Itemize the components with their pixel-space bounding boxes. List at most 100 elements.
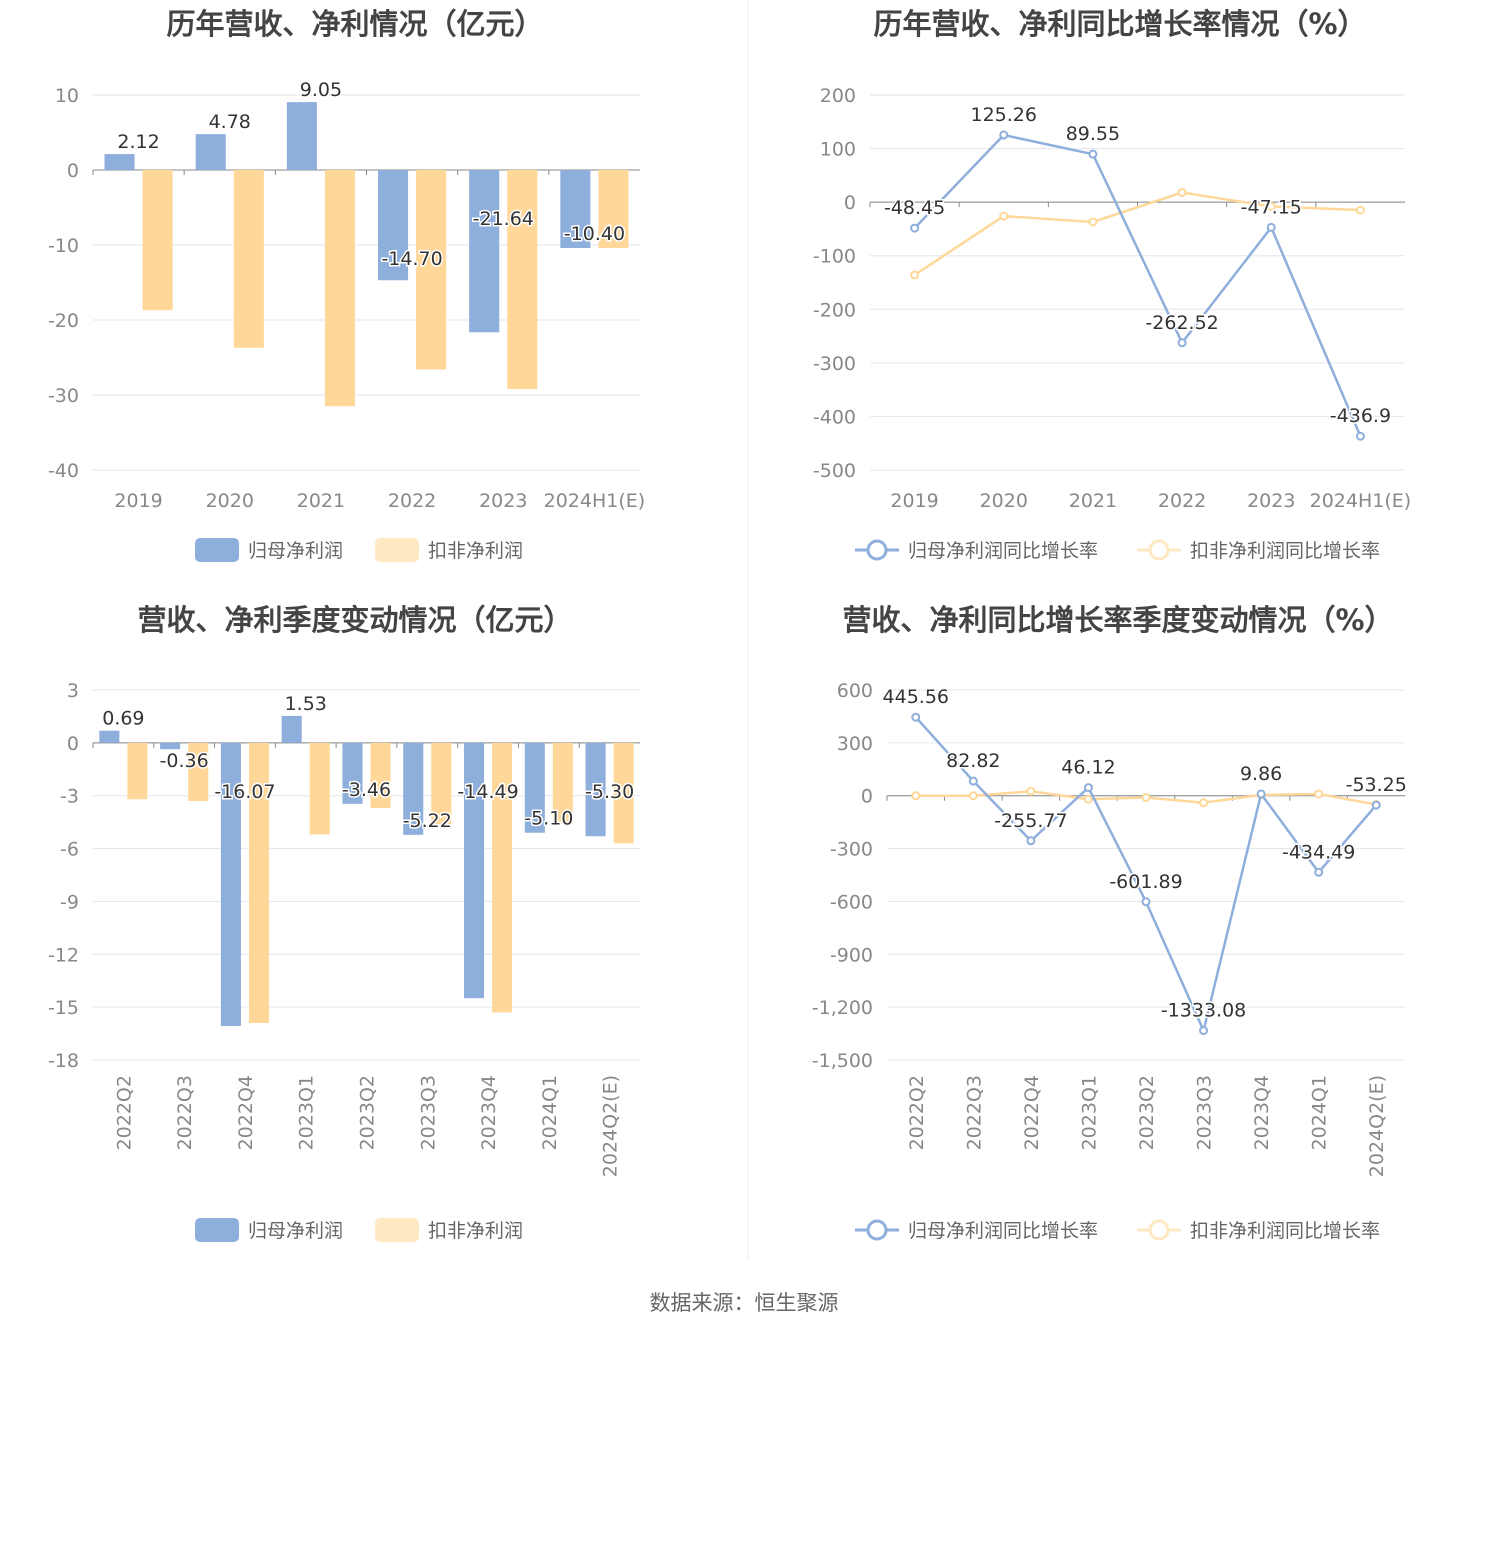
- legend-label: 归母净利润: [248, 540, 343, 562]
- data-point: [1088, 149, 1098, 159]
- bar-kofei: [324, 170, 356, 407]
- x-tick-label: 2024Q2(E): [1366, 1075, 1388, 1177]
- y-tick-label: -6: [60, 839, 79, 861]
- bar-kofei: [598, 170, 629, 248]
- data-point: [1314, 867, 1324, 877]
- y-tick-label: -300: [813, 353, 856, 375]
- data-label: -0.36: [160, 750, 209, 772]
- bar-guimu: [585, 742, 606, 837]
- data-label: -53.25: [1346, 774, 1407, 796]
- y-tick-label: -200: [813, 299, 856, 321]
- data-label: -262.52: [1145, 312, 1218, 334]
- bar-guimu: [342, 742, 363, 804]
- legend-marker: [1148, 1219, 1170, 1241]
- data-point: [910, 223, 920, 233]
- bar-guimu: [99, 730, 120, 743]
- data-label: 9.05: [300, 79, 342, 101]
- data-point: [999, 130, 1009, 140]
- data-label: -436.9: [1330, 405, 1391, 427]
- bar-kofei: [309, 742, 330, 835]
- data-label: 4.78: [209, 111, 251, 133]
- data-point: [1256, 789, 1266, 799]
- bar-guimu: [220, 742, 241, 1026]
- data-label: -3.46: [342, 779, 391, 801]
- x-tick-label: 2022: [1158, 490, 1206, 512]
- y-tick-label: -15: [48, 997, 79, 1019]
- data-label: -10.40: [564, 223, 625, 245]
- bar-guimu: [524, 742, 545, 833]
- data-label: 445.56: [883, 686, 949, 708]
- data-point: [968, 776, 978, 786]
- x-tick-label: 2022: [388, 490, 436, 512]
- legend-marker: [1148, 539, 1170, 561]
- y-tick-label: -12: [48, 944, 79, 966]
- x-tick-label: 2023Q2: [1136, 1075, 1158, 1150]
- x-tick-label: 2024Q1: [539, 1075, 561, 1150]
- x-tick-label: 2023Q4: [1251, 1075, 1273, 1150]
- x-tick-label: 2023: [479, 490, 527, 512]
- chart-title: 历年营收、净利同比增长率情况（%）: [873, 7, 1366, 41]
- data-point: [999, 211, 1009, 221]
- y-tick-label: 0: [67, 160, 79, 182]
- data-point: [1355, 431, 1365, 441]
- y-tick-label: 200: [820, 85, 856, 107]
- data-label: 46.12: [1061, 757, 1115, 779]
- bar-kofei: [416, 170, 447, 370]
- y-tick-label: -100: [813, 246, 856, 268]
- data-label: -434.49: [1282, 841, 1355, 863]
- data-label: -5.22: [403, 810, 452, 832]
- bar-guimu: [403, 742, 424, 835]
- legend-label: 归母净利润同比增长率: [908, 1220, 1098, 1242]
- bar-guimu: [104, 154, 135, 170]
- bar-guimu: [463, 742, 485, 999]
- y-tick-label: -1,200: [812, 997, 873, 1019]
- legend-label: 扣非净利润: [428, 540, 523, 562]
- data-label: 2.12: [117, 131, 159, 153]
- x-tick-label: 2022Q3: [963, 1075, 985, 1150]
- x-tick-label: 2022Q2: [113, 1075, 135, 1150]
- x-tick-label: 2021: [297, 490, 345, 512]
- y-tick-label: 10: [55, 85, 79, 107]
- legend-swatch: [195, 1218, 239, 1242]
- bar-guimu: [281, 715, 302, 743]
- bar-kofei: [370, 742, 391, 809]
- series-line: [913, 133, 1362, 437]
- data-label: -5.10: [524, 808, 573, 830]
- x-tick-label: 2019: [890, 490, 938, 512]
- y-tick-label: -20: [48, 310, 79, 332]
- bar-guimu: [377, 170, 409, 281]
- bar-guimu: [286, 102, 317, 170]
- data-point: [1141, 897, 1151, 907]
- data-point: [1083, 794, 1093, 804]
- data-label: -47.15: [1241, 196, 1302, 218]
- y-tick-label: -3: [60, 786, 79, 808]
- data-label: -48.45: [884, 197, 945, 219]
- x-tick-label: 2023Q3: [417, 1075, 439, 1150]
- data-point: [1355, 205, 1365, 215]
- data-point: [911, 791, 921, 801]
- y-tick-label: -500: [813, 460, 856, 482]
- y-tick-label: -40: [48, 460, 79, 482]
- legend-label: 归母净利润同比增长率: [908, 540, 1098, 562]
- data-point: [1177, 188, 1187, 197]
- x-tick-label: 2023Q3: [1194, 1075, 1216, 1150]
- data-label: 1.53: [285, 693, 327, 715]
- x-tick-label: 2022Q3: [174, 1075, 196, 1150]
- y-tick-label: 0: [861, 786, 873, 808]
- y-tick-label: 3: [67, 680, 79, 702]
- data-point: [1088, 217, 1098, 227]
- y-tick-label: -18: [48, 1050, 79, 1072]
- y-tick-label: -400: [813, 406, 856, 428]
- data-point: [911, 712, 921, 722]
- x-tick-label: 2023Q2: [357, 1075, 379, 1150]
- bar-kofei: [552, 742, 573, 824]
- y-tick-label: 0: [67, 733, 79, 755]
- data-point: [1314, 789, 1324, 799]
- x-tick-label: 2021: [1069, 490, 1117, 512]
- x-tick-label: 2023Q1: [296, 1075, 318, 1150]
- y-tick-label: -30: [48, 385, 79, 407]
- data-point: [1266, 201, 1276, 211]
- x-tick-label: 2024Q2(E): [600, 1075, 622, 1177]
- x-tick-label: 2023Q4: [478, 1075, 500, 1150]
